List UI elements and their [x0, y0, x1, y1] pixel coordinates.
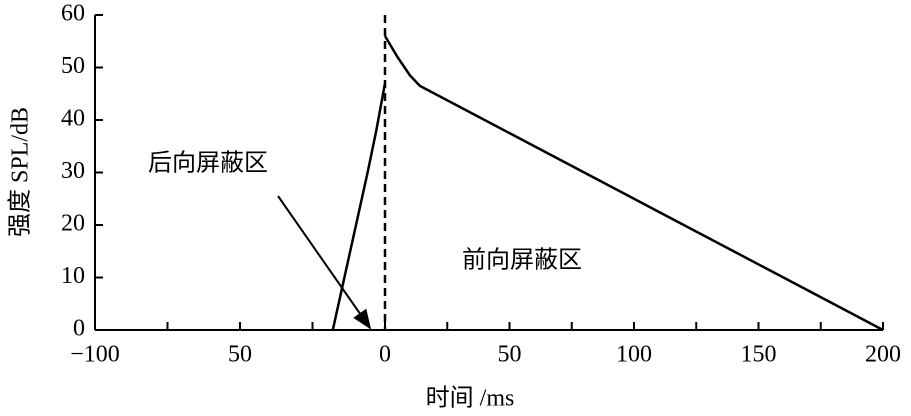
y-tick-label: 50 — [61, 53, 85, 79]
x-tick-label: 0 — [379, 342, 391, 368]
y-tick-label: 10 — [61, 263, 85, 289]
data-line — [383, 35, 884, 332]
y-tick-label: 0 — [73, 316, 85, 342]
y-tick-label: 60 — [61, 1, 85, 27]
annotation: 后向屏蔽区 — [148, 150, 268, 177]
x-tick-label: 150 — [741, 342, 777, 368]
y-tick-label: 40 — [61, 106, 85, 132]
x-tick-label: 100 — [616, 342, 652, 368]
y-tick-label: 20 — [61, 211, 85, 237]
x-axis-label: 时间 /ms — [426, 385, 515, 412]
annotation: 前向屏蔽区 — [462, 247, 582, 274]
x-tick-label: 50 — [228, 342, 252, 368]
y-axis-label: 强度 SPL/dB — [7, 107, 34, 237]
x-tick-label: 50 — [498, 342, 522, 368]
data-line — [331, 83, 387, 331]
x-tick-label: 200 — [865, 342, 901, 368]
y-tick-label: 30 — [61, 158, 85, 184]
x-tick-label: −100 — [70, 342, 120, 368]
annotation-arrow — [277, 195, 372, 330]
